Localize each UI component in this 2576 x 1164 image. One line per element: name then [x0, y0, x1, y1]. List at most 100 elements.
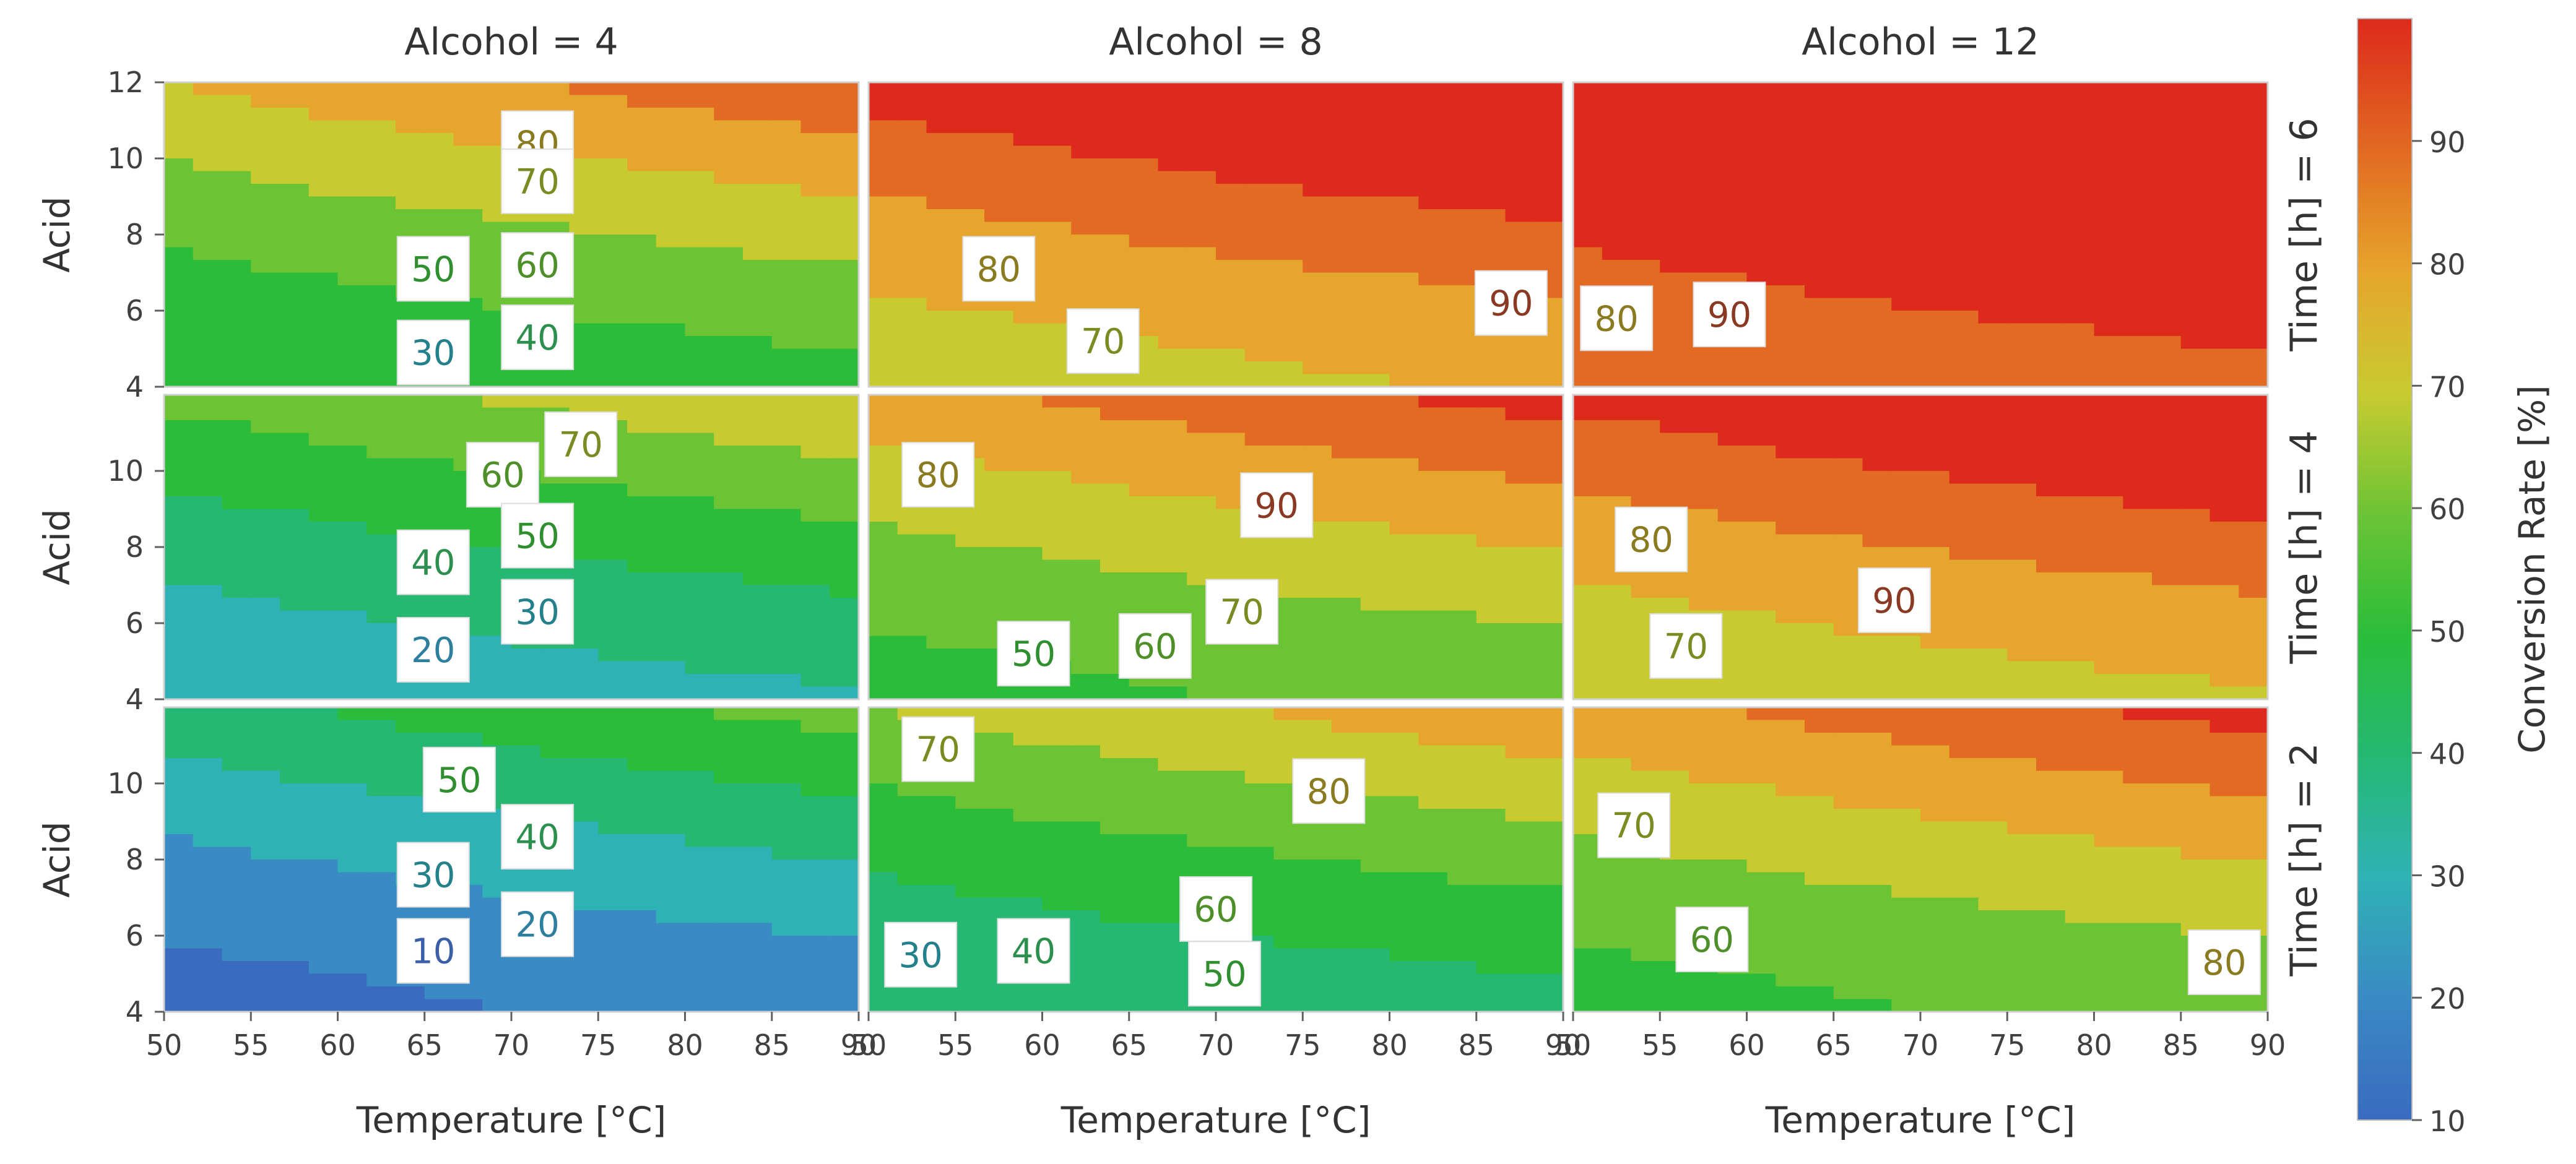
contour-cell [2036, 260, 2066, 274]
contour-cell [685, 471, 714, 485]
contour-cell [1631, 158, 1660, 172]
contour-cell [1158, 311, 1187, 324]
contour-cell [1505, 821, 1535, 835]
contour-cell [2094, 348, 2123, 362]
contour-cell [2036, 158, 2066, 172]
contour-cell [830, 209, 859, 223]
contour-cell [164, 420, 194, 434]
contour-cell [1978, 720, 2008, 733]
contour-cell [714, 285, 744, 299]
contour-cell [366, 433, 396, 446]
contour-cell [1891, 783, 1921, 797]
contour-cell [2094, 674, 2123, 688]
contour-cell [1476, 222, 1506, 235]
contour-cell [1776, 572, 1805, 586]
contour-cell [251, 745, 280, 759]
contour-cell [1273, 95, 1303, 108]
contour-cell [2007, 534, 2037, 548]
contour-cell [2065, 686, 2095, 700]
contour-cell [771, 961, 802, 975]
contour-cell [2094, 433, 2123, 446]
contour-cell [366, 272, 396, 286]
contour-cell [1042, 986, 1072, 1000]
contour-cell [337, 707, 367, 721]
contour-cell [1216, 82, 1246, 96]
contour-cell [1805, 433, 1834, 446]
contour-cell [1891, 171, 1921, 184]
contour-cell [396, 209, 425, 223]
contour-cell [1717, 834, 1748, 848]
contour-cell [511, 661, 541, 675]
contour-cell [869, 623, 898, 637]
contour-cell [743, 285, 773, 299]
contour-cell [453, 184, 483, 197]
contour-cell [2239, 509, 2268, 522]
contour-cell [2094, 260, 2123, 274]
contour-cell [800, 158, 830, 172]
contour-cell [2152, 496, 2182, 510]
contour-cell [2210, 82, 2239, 96]
contour-cell [2210, 272, 2239, 286]
contour-cell [511, 395, 541, 408]
contour-cell [1689, 572, 1719, 586]
contour-cell [1805, 158, 1834, 172]
contour-cell [1631, 407, 1660, 421]
contour-cell [1862, 348, 1892, 362]
contour-cell [1891, 796, 1921, 809]
contour-cell [1187, 522, 1216, 535]
contour-cell [1833, 834, 1863, 848]
contour-cell [1920, 260, 1950, 274]
contour-cell [366, 483, 396, 497]
contour-cell [251, 171, 280, 184]
contour-cell [1042, 897, 1072, 911]
contour-cell [280, 433, 310, 446]
contour-cell [1332, 636, 1361, 649]
contour-cell [2152, 407, 2182, 421]
contour-cell [1505, 496, 1535, 510]
contour-cell [1071, 509, 1101, 522]
contour-cell [1891, 872, 1921, 886]
contour-cell [955, 885, 985, 899]
contour-cell [164, 559, 194, 573]
contour-cell [1505, 522, 1535, 535]
contour-cell [1534, 433, 1564, 446]
contour-cell [1505, 145, 1535, 159]
contour-cell [2094, 145, 2123, 159]
contour-cell [800, 323, 830, 337]
contour-cell [1631, 133, 1660, 147]
contour-cell [2036, 120, 2066, 134]
contour-cell [193, 610, 223, 624]
contour-cell [251, 847, 280, 860]
contour-cell [869, 661, 898, 675]
contour-cell [1689, 733, 1719, 746]
contour-cell [1303, 834, 1332, 848]
contour-cell [280, 374, 310, 387]
contour-cell [1360, 209, 1390, 223]
contour-cell [453, 986, 483, 1000]
contour-cell [1389, 559, 1419, 573]
panel-frame [1572, 81, 2269, 388]
contour-cell [569, 496, 599, 510]
contour-cell [453, 145, 483, 159]
contour-cell [1013, 758, 1043, 772]
contour-cell [984, 733, 1014, 746]
contour-cell [1660, 108, 1689, 121]
contour-cell [1303, 171, 1332, 184]
contour-cell [897, 184, 927, 197]
contour-cell [1244, 298, 1275, 311]
contour-cell [222, 458, 251, 472]
contour-cell [1805, 872, 1834, 886]
contour-cell [1949, 222, 1979, 235]
contour-cell [164, 770, 194, 784]
contour-cell [1978, 923, 2008, 936]
contour-cell [251, 910, 280, 924]
contour-cell [2036, 572, 2066, 586]
contour-cell [2152, 361, 2182, 375]
contour-cell [2036, 674, 2066, 688]
contour-cell [984, 834, 1014, 848]
contour-cell [656, 458, 686, 472]
contour-cell [714, 999, 744, 1012]
contour-cell [1891, 834, 1921, 848]
contour-cell [800, 923, 830, 936]
contour-cell [830, 272, 859, 286]
